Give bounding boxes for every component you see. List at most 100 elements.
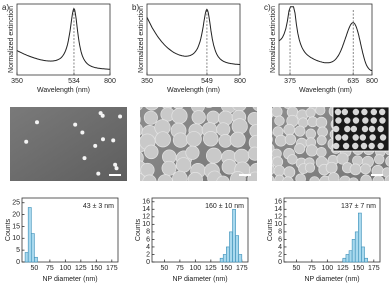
plot-frame bbox=[278, 3, 373, 76]
y-axis-label: Normalized extinction bbox=[8, 6, 15, 73]
particle bbox=[374, 154, 385, 165]
bar bbox=[342, 257, 347, 263]
inset-particle bbox=[335, 134, 342, 141]
inset-particle bbox=[370, 117, 377, 124]
sem-image bbox=[140, 107, 257, 181]
plot-frame bbox=[283, 197, 381, 263]
particle bbox=[272, 136, 273, 143]
particle bbox=[247, 146, 257, 161]
x-tick-label: 150 bbox=[90, 265, 102, 272]
particle bbox=[205, 107, 213, 108]
particle bbox=[294, 125, 306, 137]
x-tick-label: 800 bbox=[234, 78, 246, 85]
y-axis-label: Counts bbox=[267, 218, 274, 241]
y-tick-label: 8 bbox=[278, 229, 282, 236]
particle bbox=[140, 123, 143, 136]
spectrum-curve bbox=[278, 6, 373, 72]
particle bbox=[205, 147, 222, 164]
particle bbox=[96, 171, 101, 176]
x-axis-label: Wavelength (nm) bbox=[299, 87, 352, 94]
y-tick-label: 16 bbox=[274, 199, 282, 206]
particle bbox=[287, 154, 298, 165]
annotation: 160 ± 10 nm bbox=[205, 203, 244, 210]
bar bbox=[348, 250, 353, 263]
inset-particle bbox=[335, 117, 342, 124]
particle bbox=[305, 107, 316, 118]
particle bbox=[231, 118, 248, 135]
y-tick-label: 14 bbox=[142, 206, 150, 213]
particle bbox=[220, 107, 237, 114]
particle bbox=[272, 120, 273, 123]
particle bbox=[232, 107, 247, 112]
y-tick-label: 15 bbox=[12, 223, 20, 230]
particle bbox=[172, 170, 188, 181]
bar bbox=[232, 208, 236, 263]
particle bbox=[162, 107, 173, 110]
particle bbox=[157, 174, 173, 181]
spectrum-curve bbox=[146, 8, 240, 65]
particle bbox=[100, 137, 105, 142]
particle bbox=[327, 172, 340, 181]
particle bbox=[118, 114, 123, 119]
y-tick-label: 4 bbox=[278, 244, 282, 251]
y-tick-label: 2 bbox=[146, 251, 150, 258]
inset-particle bbox=[379, 117, 386, 124]
y-tick-label: 6 bbox=[278, 236, 282, 243]
y-axis-label: Counts bbox=[5, 218, 12, 241]
particle bbox=[293, 95, 304, 106]
particle bbox=[111, 138, 116, 143]
annotation: 43 ± 3 nm bbox=[83, 203, 114, 210]
particle bbox=[73, 122, 78, 127]
bar bbox=[226, 246, 230, 263]
bar bbox=[24, 252, 29, 263]
particle bbox=[216, 175, 230, 181]
particle bbox=[234, 148, 250, 165]
particle bbox=[360, 163, 371, 175]
bar bbox=[235, 235, 240, 263]
y-axis-label: Normalized extinction bbox=[270, 6, 277, 73]
x-tick-label: 50 bbox=[160, 265, 168, 272]
panel-label: c) bbox=[264, 3, 271, 12]
bar bbox=[351, 239, 356, 263]
x-axis-label: Wavelength (nm) bbox=[37, 87, 90, 94]
plot-frame bbox=[146, 3, 241, 76]
y-tick-label: 2 bbox=[278, 251, 282, 258]
x-tick-label: 175 bbox=[368, 265, 380, 272]
x-tick-label: 175 bbox=[236, 265, 248, 272]
x-tick-label: 150 bbox=[352, 265, 364, 272]
particle bbox=[272, 109, 274, 118]
particle bbox=[185, 145, 200, 160]
particle bbox=[187, 172, 203, 181]
y-tick-label: 12 bbox=[142, 214, 150, 221]
particle bbox=[315, 107, 326, 116]
x-tick-label: 50 bbox=[30, 265, 38, 272]
particle bbox=[161, 160, 177, 176]
x-tick-label: 635 bbox=[347, 78, 359, 85]
particle bbox=[203, 131, 219, 147]
inset-particle bbox=[334, 108, 342, 116]
x-axis-label: NP diameter (nm) bbox=[42, 276, 97, 283]
particle bbox=[360, 174, 372, 181]
x-axis-label: NP diameter (nm) bbox=[172, 276, 227, 283]
particle bbox=[252, 107, 257, 112]
x-tick-label: 549 bbox=[201, 78, 213, 85]
inset-particle bbox=[379, 134, 387, 141]
particle bbox=[325, 161, 338, 174]
y-tick-label: 10 bbox=[274, 221, 282, 228]
particle bbox=[24, 139, 29, 144]
x-tick-label: 75 bbox=[176, 265, 184, 272]
plot-frame bbox=[21, 197, 119, 263]
particle bbox=[283, 166, 296, 178]
particle bbox=[113, 162, 118, 167]
inset-particle bbox=[332, 142, 340, 150]
inset-particle bbox=[369, 134, 376, 141]
y-tick-label: 6 bbox=[146, 236, 150, 243]
x-tick-label: 100 bbox=[60, 265, 72, 272]
particle bbox=[385, 155, 389, 167]
particle bbox=[263, 96, 273, 106]
inset-particle bbox=[361, 108, 368, 116]
inset-particle bbox=[352, 134, 359, 141]
particle bbox=[216, 122, 231, 137]
inset-particle bbox=[352, 117, 360, 124]
